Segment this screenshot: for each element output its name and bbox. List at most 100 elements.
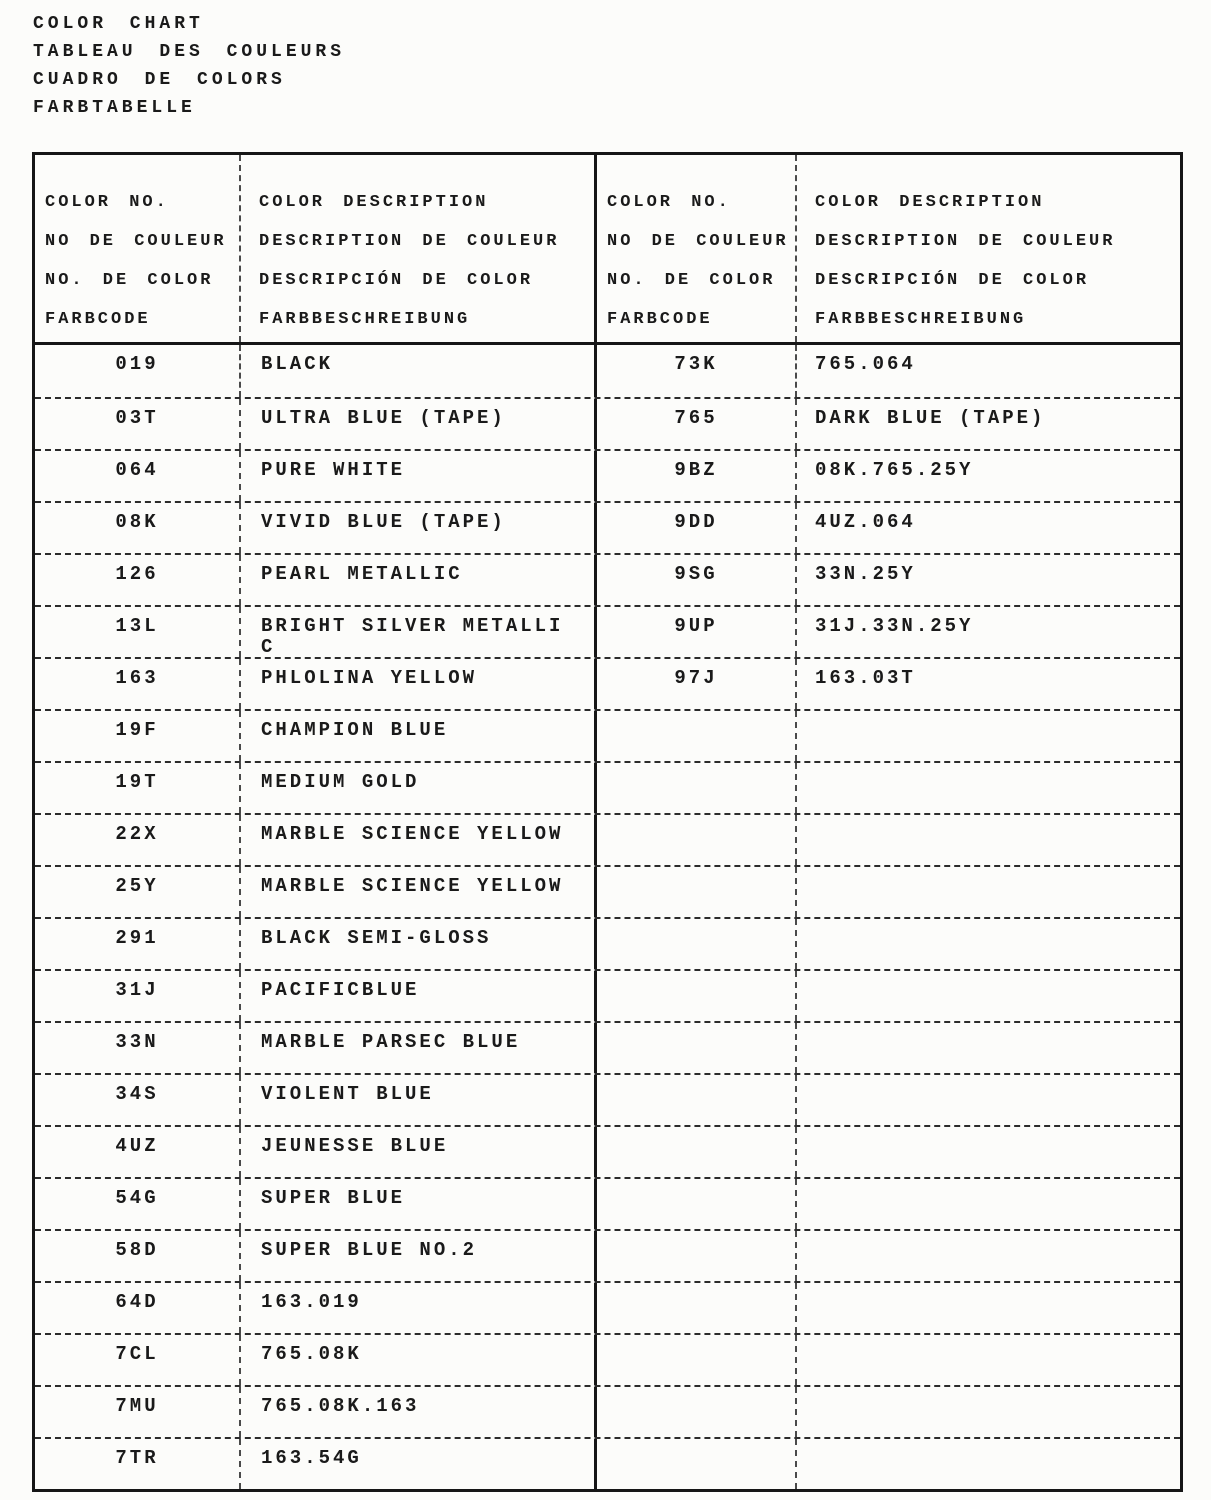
color-code-cell-left: 7CL (35, 1335, 241, 1385)
color-code-cell-right (597, 763, 797, 813)
header-line: FARBBESCHREIBUNG (815, 310, 1027, 329)
table-row: 4UZ JEUNESSE BLUE (35, 1125, 1180, 1177)
color-code-cell-left: 7TR (35, 1439, 241, 1489)
color-description-cell-left: ULTRA BLUE (TAPE) (241, 399, 597, 449)
color-description-cell-left: PACIFICBLUE (241, 971, 597, 1021)
color-description-cell-right (797, 1335, 1180, 1385)
color-code-cell-left: 64D (35, 1283, 241, 1333)
color-description-cell-right: DARK BLUE (TAPE) (815, 407, 1046, 429)
color-description-cell-left: BRIGHT SILVER METALLI C (241, 607, 597, 657)
color-code-cell-right: 73K (597, 345, 797, 397)
color-description-cell-right (797, 1075, 1180, 1125)
color-code-cell-right (597, 1023, 797, 1073)
color-code-cell-left: 54G (35, 1179, 241, 1229)
color-description-cell-right (797, 763, 1180, 813)
color-code-cell-left: 19T (35, 763, 241, 813)
color-code-cell-right: 9BZ (597, 451, 797, 501)
header-line: DESCRIPCIÓN DE COLOR (815, 271, 1090, 290)
header-line: COLOR NO. (45, 193, 169, 212)
color-code-cell-right: 97J (597, 659, 797, 709)
table-row: 22X MARBLE SCIENCE YELLOW (35, 813, 1180, 865)
table-row: 291 BLACK SEMI-GLOSS (35, 917, 1180, 969)
color-code-cell-right (597, 1075, 797, 1125)
color-description-cell-right (797, 1231, 1180, 1281)
color-description-cell-left: MEDIUM GOLD (241, 763, 597, 813)
color-code-cell-left: 33N (35, 1023, 241, 1073)
table-row: 13L BRIGHT SILVER METALLI C 9UP 31J.33N.25Y (35, 605, 1180, 657)
header-line: NO. DE COLOR (45, 271, 214, 290)
table-row: 7TR 163.54G (35, 1437, 1180, 1489)
color-description-cell-left: PEARL METALLIC (241, 555, 597, 605)
color-table: COLOR NO. NO DE COULEUR NO. DE COLOR FAR… (32, 152, 1183, 1492)
color-code-cell-right (597, 711, 797, 761)
table-row: 19F CHAMPION BLUE (35, 709, 1180, 761)
color-description-cell-left: PHLOLINA YELLOW (241, 659, 597, 709)
color-code-cell-left: 34S (35, 1075, 241, 1125)
header-cell-color-description-right: COLOR DESCRIPTION DESCRIPTION DE COULEUR… (797, 155, 1180, 342)
header-cell-color-description-left: COLOR DESCRIPTION DESCRIPTION DE COULEUR… (241, 155, 597, 342)
color-description-cell-right (797, 1387, 1180, 1437)
color-description-cell-left: BLACK (241, 345, 597, 397)
color-code-cell-right (597, 815, 797, 865)
color-code-cell-right: 9UP (597, 607, 797, 657)
color-code-cell-left: 019 (35, 345, 241, 397)
table-row: 08K VIVID BLUE (TAPE) 9DD 4UZ.064 (35, 501, 1180, 553)
color-code-cell-right (597, 1283, 797, 1333)
table-row: 03T ULTRA BLUE (TAPE) 765 DARK BLUE (TAPE) (35, 397, 1180, 449)
header-line: FARBCODE (607, 310, 713, 329)
table-row: 019 BLACK 73K 765.064 (35, 345, 1180, 397)
color-code-cell-right (597, 867, 797, 917)
table-row: 58D SUPER BLUE NO.2 (35, 1229, 1180, 1281)
header-line: DESCRIPTION DE COULEUR (815, 232, 1116, 251)
header-line: COLOR NO. (607, 193, 731, 212)
color-code-cell-right (597, 1335, 797, 1385)
color-code-cell-left: 291 (35, 919, 241, 969)
color-description-cell-left: MARBLE SCIENCE YELLOW (241, 815, 597, 865)
color-description-cell-left: BLACK SEMI-GLOSS (241, 919, 597, 969)
color-code-cell-left: 126 (35, 555, 241, 605)
color-description-cell-right: 4UZ.064 (815, 511, 916, 533)
color-code-cell-right: 9DD (597, 503, 797, 553)
color-code-cell-left: 064 (35, 451, 241, 501)
color-code-cell-left: 31J (35, 971, 241, 1021)
color-code-cell-right (597, 1231, 797, 1281)
color-description-cell-left: CHAMPION BLUE (241, 711, 597, 761)
color-code-cell-right (597, 1439, 797, 1489)
table-row: 126 PEARL METALLIC 9SG 33N.25Y (35, 553, 1180, 605)
header-cell-color-no-right: COLOR NO. NO DE COULEUR NO. DE COLOR FAR… (597, 155, 797, 342)
color-description-cell-left: 163.54G (241, 1439, 597, 1489)
color-code-cell-left: 22X (35, 815, 241, 865)
color-description-cell-left: SUPER BLUE (241, 1179, 597, 1229)
color-description-cell-right (797, 867, 1180, 917)
header-line: DESCRIPCIÓN DE COLOR (259, 271, 534, 290)
color-code-cell-left: 163 (35, 659, 241, 709)
header-line: NO DE COULEUR (45, 232, 227, 251)
color-description-cell-right: 33N.25Y (815, 563, 916, 585)
header-line: NO DE COULEUR (607, 232, 789, 251)
color-code-cell-right (597, 1179, 797, 1229)
header-line: DESCRIPTION DE COULEUR (259, 232, 560, 251)
color-description-cell-right: 765.064 (815, 353, 916, 375)
color-code-cell-left: 08K (35, 503, 241, 553)
color-description-cell-left: MARBLE PARSEC BLUE (241, 1023, 597, 1073)
table-body: 019 BLACK 73K 765.064 03T ULTRA BLUE (TAPE) 76… (35, 345, 1180, 1489)
table-row: 54G SUPER BLUE (35, 1177, 1180, 1229)
title-line-de: FARBTABELLE (33, 98, 196, 118)
header-line: FARBBESCHREIBUNG (259, 310, 471, 329)
color-code-cell-left: 58D (35, 1231, 241, 1281)
color-description-cell-right (797, 711, 1180, 761)
table-row: 34S VIOLENT BLUE (35, 1073, 1180, 1125)
header-line: COLOR DESCRIPTION (815, 193, 1045, 212)
color-description-cell-left: 765.08K.163 (241, 1387, 597, 1437)
header-cell-color-no-left: COLOR NO. NO DE COULEUR NO. DE COLOR FAR… (35, 155, 241, 342)
color-code-cell-right: 765 (597, 399, 797, 449)
table-row: 64D 163.019 (35, 1281, 1180, 1333)
color-description-cell-left: VIOLENT BLUE (241, 1075, 597, 1125)
table-row: 19T MEDIUM GOLD (35, 761, 1180, 813)
table-row: 31J PACIFICBLUE (35, 969, 1180, 1021)
title-line-es: CUADRO DE COLORS (33, 70, 286, 90)
table-row: 7CL 765.08K (35, 1333, 1180, 1385)
title-block: COLOR CHART TABLEAU DES COULEURS CUADRO … (33, 10, 345, 122)
color-description-cell-right: 163.03T (815, 667, 916, 689)
